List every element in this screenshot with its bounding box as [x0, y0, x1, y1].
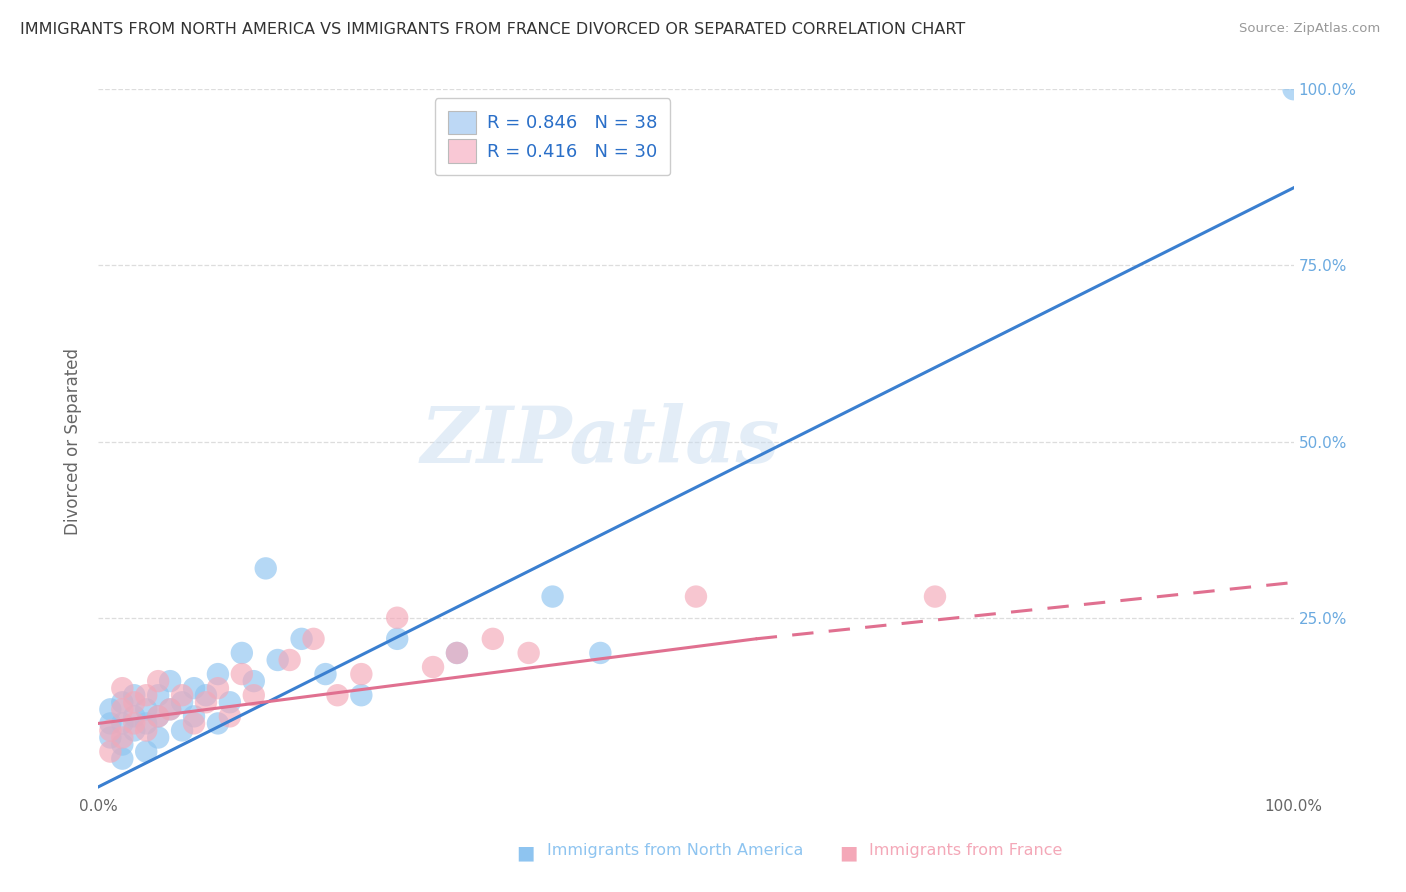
- Point: [111, 695, 134, 709]
- Point: [111, 702, 134, 716]
- Point: [302, 632, 325, 646]
- Point: [148, 688, 170, 702]
- Point: [148, 709, 170, 723]
- Point: [135, 745, 157, 759]
- Point: [219, 695, 242, 709]
- Point: [517, 646, 540, 660]
- Point: [124, 716, 146, 731]
- Point: [267, 653, 290, 667]
- Point: [243, 674, 266, 689]
- Point: [98, 731, 122, 745]
- Point: [172, 688, 194, 702]
- Point: [135, 723, 157, 738]
- Point: [135, 702, 157, 716]
- Text: ZIPatlas: ZIPatlas: [420, 403, 780, 480]
- Point: [111, 681, 134, 696]
- Point: [98, 745, 122, 759]
- Point: [207, 681, 229, 696]
- Point: [183, 716, 205, 731]
- Point: [207, 716, 229, 731]
- Point: [172, 695, 194, 709]
- Point: [231, 646, 253, 660]
- Text: IMMIGRANTS FROM NORTH AMERICA VS IMMIGRANTS FROM FRANCE DIVORCED OR SEPARATED CO: IMMIGRANTS FROM NORTH AMERICA VS IMMIGRA…: [20, 22, 965, 37]
- Y-axis label: Divorced or Separated: Divorced or Separated: [65, 348, 83, 535]
- Point: [148, 709, 170, 723]
- Point: [111, 751, 134, 765]
- Point: [685, 590, 707, 604]
- Point: [111, 738, 134, 752]
- Point: [135, 688, 157, 702]
- Point: [111, 716, 134, 731]
- Text: ■: ■: [839, 843, 858, 863]
- Point: [1282, 82, 1305, 96]
- Point: [422, 660, 444, 674]
- Point: [148, 674, 170, 689]
- Point: [231, 667, 253, 681]
- Point: [159, 702, 181, 716]
- Point: [124, 723, 146, 738]
- Point: [159, 674, 181, 689]
- Point: [385, 632, 409, 646]
- Point: [326, 688, 349, 702]
- Point: [159, 702, 181, 716]
- Point: [148, 731, 170, 745]
- Point: [481, 632, 505, 646]
- Point: [172, 723, 194, 738]
- Text: Source: ZipAtlas.com: Source: ZipAtlas.com: [1240, 22, 1381, 36]
- Point: [446, 646, 468, 660]
- Point: [124, 688, 146, 702]
- Point: [195, 688, 218, 702]
- Point: [243, 688, 266, 702]
- Point: [135, 716, 157, 731]
- Point: [589, 646, 612, 660]
- Point: [541, 590, 564, 604]
- Point: [98, 702, 122, 716]
- Point: [207, 667, 229, 681]
- Point: [183, 681, 205, 696]
- Text: Immigrants from France: Immigrants from France: [869, 843, 1063, 858]
- Legend: R = 0.846   N = 38, R = 0.416   N = 30: R = 0.846 N = 38, R = 0.416 N = 30: [434, 98, 671, 176]
- Point: [124, 709, 146, 723]
- Point: [195, 695, 218, 709]
- Point: [385, 610, 409, 624]
- Point: [315, 667, 337, 681]
- Point: [124, 695, 146, 709]
- Point: [446, 646, 468, 660]
- Point: [183, 709, 205, 723]
- Point: [350, 667, 373, 681]
- Point: [219, 709, 242, 723]
- Text: ■: ■: [516, 843, 534, 863]
- Point: [98, 716, 122, 731]
- Point: [350, 688, 373, 702]
- Point: [924, 590, 946, 604]
- Point: [98, 723, 122, 738]
- Point: [254, 561, 277, 575]
- Point: [291, 632, 314, 646]
- Point: [278, 653, 301, 667]
- Text: Immigrants from North America: Immigrants from North America: [547, 843, 803, 858]
- Point: [111, 731, 134, 745]
